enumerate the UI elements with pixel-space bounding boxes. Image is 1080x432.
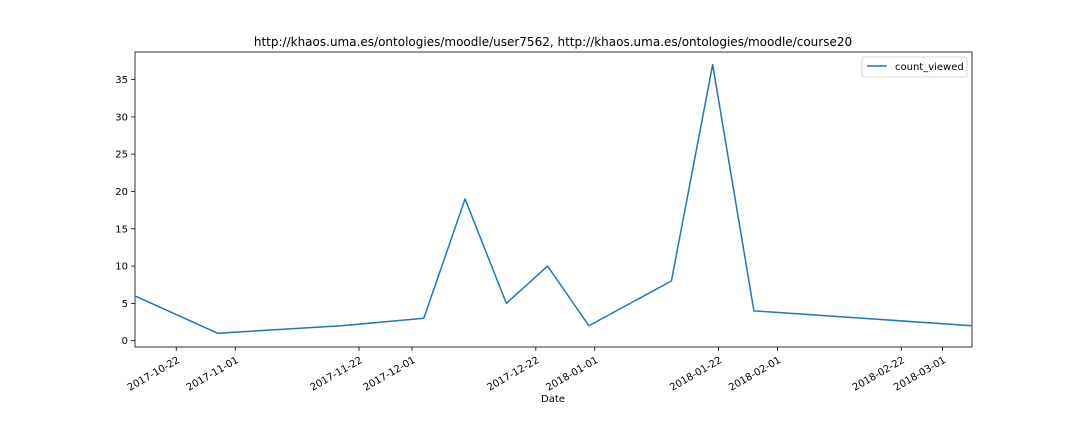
- y-tick-label: 5: [122, 299, 128, 310]
- x-tick-label: 2017-10-22: [126, 355, 182, 394]
- y-tick-label: 35: [115, 75, 128, 86]
- series-layer: [134, 63, 973, 334]
- y-tick-label: 10: [115, 262, 128, 273]
- x-tick-label: 2017-11-22: [309, 355, 365, 394]
- x-tick-label: 2018-01-22: [668, 355, 724, 394]
- legend-box: [861, 56, 968, 78]
- x-tick-label: 2017-12-01: [362, 355, 418, 394]
- x-tick-label: 2017-11-01: [185, 355, 241, 394]
- legend: count_viewed: [861, 56, 968, 78]
- chart-title: http://khaos.uma.es/ontologies/moodle/us…: [254, 35, 852, 49]
- x-tick-label: 2018-02-01: [727, 355, 783, 394]
- y-tick-label: 0: [122, 336, 128, 347]
- x-tick-label: 2018-01-01: [544, 355, 600, 394]
- y-tick-label: 20: [115, 187, 128, 198]
- y-axis: 0 5 10 15 20 25 30 35: [115, 75, 135, 347]
- y-tick-label: 30: [115, 112, 128, 123]
- series-line-count-viewed: [134, 63, 973, 334]
- y-tick-label: 25: [115, 150, 128, 161]
- x-axis-label: Date: [541, 394, 565, 405]
- legend-label: count_viewed: [895, 62, 964, 73]
- y-tick-label: 15: [115, 224, 128, 235]
- x-tick-label: 2017-12-22: [485, 355, 541, 394]
- x-axis: 2017-10-22 2017-11-01 2017-11-222017-12-01…: [126, 347, 948, 394]
- plot-area-frame: [134, 51, 973, 348]
